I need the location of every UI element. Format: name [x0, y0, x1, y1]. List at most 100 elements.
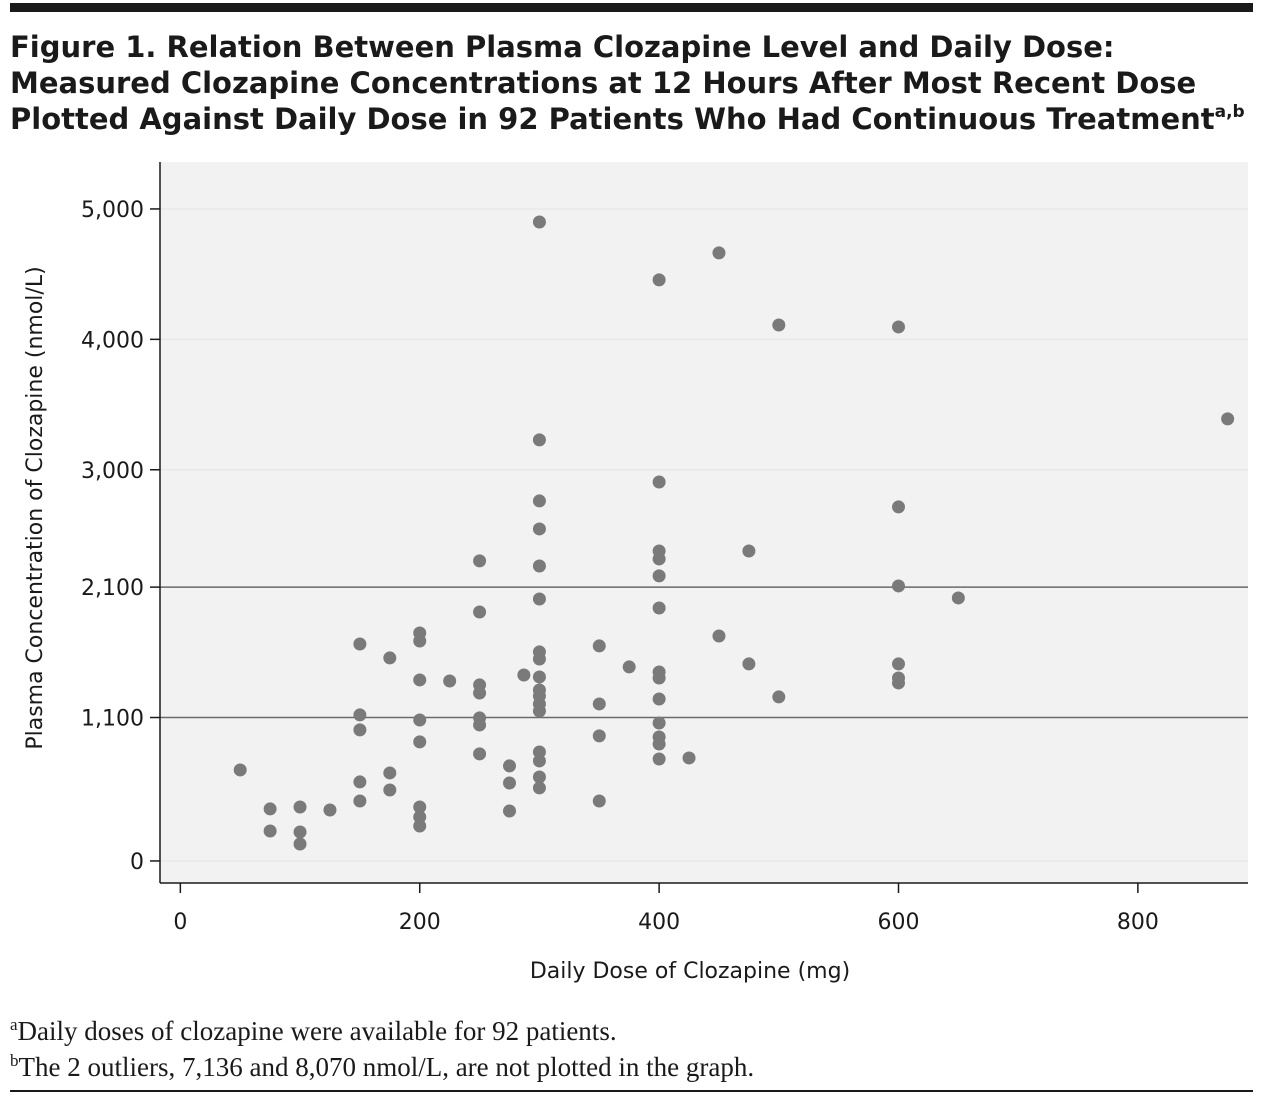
point	[503, 804, 517, 818]
point	[652, 569, 666, 583]
point	[772, 690, 786, 704]
point	[652, 552, 666, 566]
point	[353, 775, 367, 789]
point	[473, 554, 487, 568]
point	[293, 837, 307, 851]
point	[293, 800, 307, 814]
point	[532, 704, 546, 718]
title-line: Plotted Against Daily Dose in 92 Patient…	[10, 102, 1245, 136]
footnote-marker: a	[10, 1015, 18, 1034]
point	[517, 668, 531, 682]
point	[353, 723, 367, 737]
point	[413, 735, 427, 749]
point	[891, 657, 905, 671]
point	[413, 713, 427, 727]
point	[652, 752, 666, 766]
point	[652, 601, 666, 615]
y-tick-label: 3,000	[81, 459, 144, 484]
point	[652, 737, 666, 751]
point	[383, 783, 397, 797]
point	[652, 273, 666, 287]
point	[233, 763, 247, 777]
point	[772, 318, 786, 332]
point	[891, 676, 905, 690]
x-tick-label: 0	[173, 910, 187, 935]
point	[532, 433, 546, 447]
point	[532, 559, 546, 573]
point	[532, 754, 546, 768]
footnote-text: The 2 outliers, 7,136 and 8,070 nmol/L, …	[19, 1052, 755, 1082]
point	[473, 747, 487, 761]
point	[473, 686, 487, 700]
point	[532, 770, 546, 784]
point	[532, 670, 546, 684]
point	[742, 544, 756, 558]
point	[532, 781, 546, 795]
point	[413, 810, 427, 824]
point	[532, 652, 546, 666]
point	[1221, 412, 1235, 426]
point	[383, 766, 397, 780]
point	[532, 494, 546, 508]
point	[383, 651, 397, 665]
title-line: Measured Clozapine Concentrations at 12 …	[10, 66, 1196, 100]
point	[532, 522, 546, 536]
x-tick-label: 800	[1117, 910, 1159, 935]
point	[652, 475, 666, 489]
point	[891, 579, 905, 593]
x-axis-label: Daily Dose of Clozapine (mg)	[530, 959, 850, 984]
point	[891, 500, 905, 514]
point	[293, 825, 307, 839]
point	[443, 674, 457, 688]
x-tick-label: 400	[638, 910, 680, 935]
point	[532, 745, 546, 759]
point	[353, 794, 367, 808]
title-line: Figure 1. Relation Between Plasma Clozap…	[10, 30, 1114, 64]
y-tick-label: 4,000	[81, 328, 144, 353]
point	[473, 605, 487, 619]
title-text: Plotted Against Daily Dose in 92 Patient…	[10, 102, 1215, 136]
point	[712, 629, 726, 643]
footnote: bThe 2 outliers, 7,136 and 8,070 nmol/L,…	[10, 1051, 754, 1082]
top-rule	[10, 3, 1253, 12]
point	[652, 671, 666, 685]
point	[891, 320, 905, 334]
y-tick-label: 5,000	[81, 198, 144, 223]
point	[353, 637, 367, 651]
y-tick-label: 1,100	[81, 707, 144, 732]
point	[263, 802, 277, 816]
x-tick-label: 200	[399, 910, 441, 935]
point	[622, 660, 636, 674]
point	[413, 673, 427, 687]
point	[532, 592, 546, 606]
point	[503, 759, 517, 773]
point	[652, 692, 666, 706]
point	[473, 718, 487, 732]
point	[323, 803, 337, 817]
footnote: aDaily doses of clozapine were available…	[10, 1015, 617, 1046]
point	[592, 794, 606, 808]
point	[413, 819, 427, 833]
footnote-text: Daily doses of clozapine were available …	[18, 1016, 617, 1046]
point	[353, 708, 367, 722]
y-axis-label: Plasma Concentration of Clozapine (nmol/…	[23, 266, 48, 749]
title-superscript: a,b	[1215, 102, 1245, 122]
bottom-rule	[10, 1090, 1253, 1092]
plot-area	[160, 162, 1248, 883]
y-tick-label: 2,100	[81, 576, 144, 601]
point	[532, 215, 546, 229]
point	[712, 246, 726, 260]
point	[503, 776, 517, 790]
point	[742, 657, 756, 671]
point	[592, 729, 606, 743]
point	[263, 824, 277, 838]
point	[682, 751, 696, 765]
point	[413, 800, 427, 814]
point	[413, 634, 427, 648]
point	[592, 697, 606, 711]
y-tick-label: 0	[130, 850, 144, 875]
footnote-marker: b	[10, 1051, 19, 1070]
point	[592, 639, 606, 653]
point	[652, 716, 666, 730]
